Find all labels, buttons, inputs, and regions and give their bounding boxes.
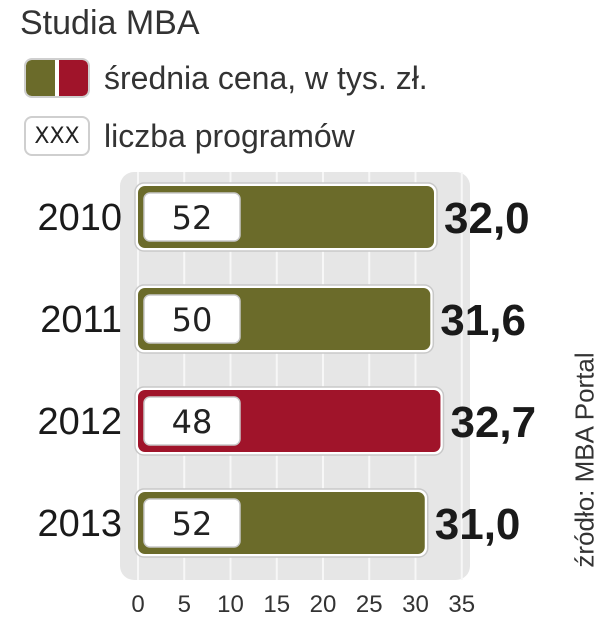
count-label-2011: 50 [172,301,213,339]
legend-count: XXX liczba programów [26,116,355,156]
legend-price: średnia cena, w tys. zł. [26,58,428,98]
count-label-2010: 52 [172,199,213,237]
category-label-2012: 2012 [37,401,122,443]
plot-panel [120,172,470,580]
count-label-2012: 48 [172,403,213,441]
category-label-2011: 2011 [40,299,122,341]
count-box-2013 [143,498,241,548]
count-box-2012 [143,396,241,446]
count-box-2010 [143,192,241,242]
legend-count-label: liczba programów [104,117,355,154]
legend-count-swatch: XXX [26,118,88,154]
x-tick-label-10: 10 [217,591,244,617]
x-tick-label-0: 0 [131,591,144,617]
source-note: źródło: MBA Portal [569,352,600,568]
value-label-2010: 32,0 [444,194,530,243]
x-tick-label-35: 35 [448,591,475,617]
x-tick-label-25: 25 [356,591,383,617]
x-tick-label-15: 15 [263,591,290,617]
x-tick-label-5: 5 [178,591,191,617]
value-label-2013: 31,0 [435,500,521,549]
count-label-2013: 52 [172,505,213,543]
value-label-2011: 31,6 [440,296,526,345]
category-label-2013: 2013 [37,503,122,545]
value-label-2012: 32,7 [450,398,536,447]
legend-price-swatch [26,60,88,96]
legend-price-label: średnia cena, w tys. zł. [104,59,428,96]
chart-title: Studia MBA [20,4,200,42]
count-box-2011 [143,294,241,344]
x-tick-label-20: 20 [310,591,337,617]
x-tick-label-30: 30 [402,591,429,617]
category-label-2010: 2010 [37,197,122,239]
